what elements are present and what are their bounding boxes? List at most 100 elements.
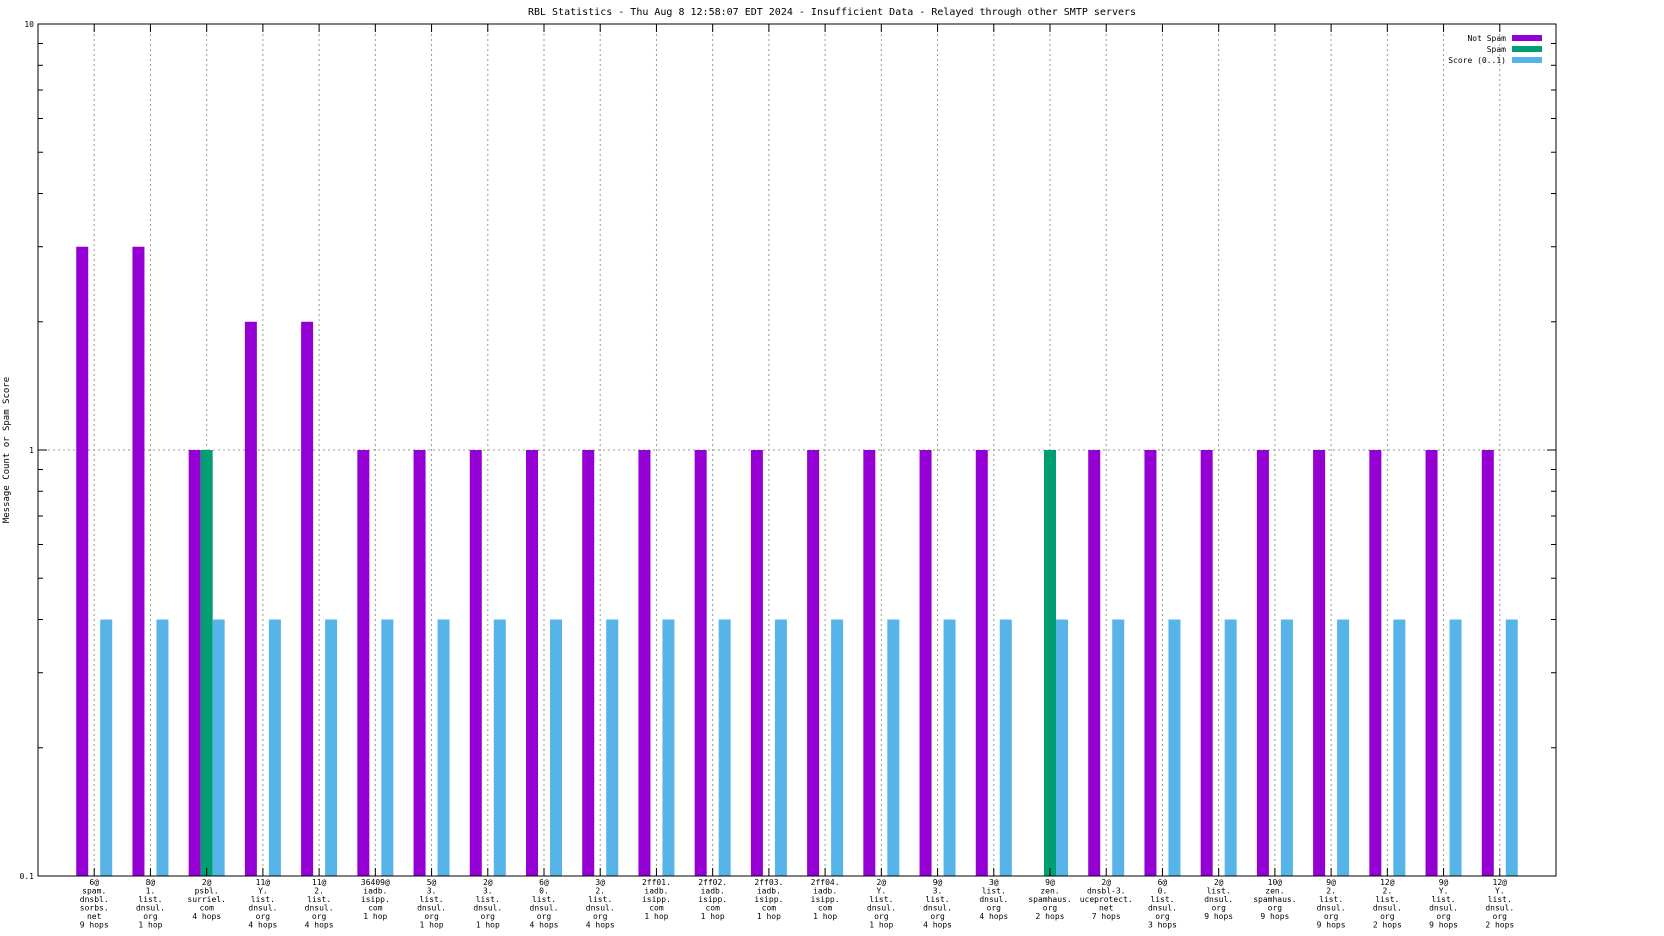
legend-label: Spam <box>1487 45 1506 54</box>
x-tick-label-line: org <box>1268 904 1283 913</box>
bar-not-spam <box>76 246 89 876</box>
x-tick-label-line: 3. <box>933 887 943 896</box>
x-tick-label-line: sorbs. <box>80 904 109 913</box>
x-tick-label-line: com <box>705 904 720 913</box>
x-tick-label-line: 6@ <box>539 878 549 887</box>
bar-not-spam <box>1481 450 1494 876</box>
bars-layer <box>76 246 1518 876</box>
x-tick-label-line: org <box>1155 912 1170 921</box>
x-tick-label-line: 12@ <box>1380 878 1395 887</box>
legend-label: Not Spam <box>1467 34 1506 43</box>
x-tick-label-line: list. <box>420 895 444 904</box>
x-tick-label-line: list. <box>982 887 1006 896</box>
x-tick-label: 3@ list. dnsul. org 4 hops <box>979 878 1008 921</box>
x-tick-label-line: spamhaus. <box>1028 895 1071 904</box>
x-tick-label-line: 2@ <box>202 878 212 887</box>
x-tick-label: 9@ Y. list. dnsul. org 9 hops <box>1429 878 1458 930</box>
bar-score-0-1 <box>606 619 619 876</box>
bar-score-0-1 <box>156 619 169 876</box>
x-tick-label-line: org <box>1493 912 1508 921</box>
x-tick-label-line: 4 hops <box>305 921 334 930</box>
x-tick-label-line: isipp. <box>642 895 671 904</box>
x-tick-label: 8@ 1. list. dnsul. org 1 hop <box>136 878 165 930</box>
x-tick-label-line: dnsul. <box>1429 904 1458 913</box>
bar-spam <box>1044 450 1056 876</box>
x-tick-label-line: 2 hops <box>1036 912 1065 921</box>
x-tick-label: 2ff02. iadb. isipp. com 1 hop <box>698 878 727 921</box>
x-tick-label: 6@ 0. list. dnsul. org 4 hops <box>530 878 559 930</box>
x-tick-label-line: 2ff02. <box>698 878 727 887</box>
x-tick-label: 2@ list. dnsul. org 9 hops <box>1204 878 1233 921</box>
x-tick-label-line: 9 hops <box>1204 912 1233 921</box>
x-tick-label: 36409@ iadb. isipp. com 1 hop <box>361 878 390 921</box>
bar-score-0-1 <box>100 619 113 876</box>
x-tick-label-line: dnsul. <box>136 904 165 913</box>
x-tick-label: 12@ 2. list. dnsul. org 2 hops <box>1373 878 1402 930</box>
x-tick-label-line: Y. <box>1495 887 1505 896</box>
x-tick-label-line: 11@ <box>256 878 271 887</box>
x-tick-label-line: 9@ <box>1326 878 1336 887</box>
x-tick-label-line: org <box>987 904 1002 913</box>
bar-score-0-1 <box>268 619 281 876</box>
x-tick-label-line: org <box>424 912 439 921</box>
bar-not-spam <box>1425 450 1438 876</box>
x-tick-label-line: dnsul. <box>867 904 896 913</box>
x-tick-label-line: dnsbl. <box>80 895 109 904</box>
x-tick-label: 6@ 0. list. dnsul. org 3 hops <box>1148 878 1177 930</box>
x-tick-label-line: list. <box>1207 887 1231 896</box>
x-tick-label-line: dnsul. <box>248 904 277 913</box>
bar-score-0-1 <box>999 619 1012 876</box>
x-tick-label-line: 1 hop <box>420 921 444 930</box>
bar-not-spam <box>469 450 482 876</box>
x-tick-label-line: 2. <box>314 887 324 896</box>
x-tick-label-line: dnsul. <box>473 904 502 913</box>
x-tick-label: 2@ Y. list. dnsul. org 1 hop <box>867 878 896 930</box>
x-tick-label-line: list. <box>1319 895 1343 904</box>
bar-score-0-1 <box>1056 619 1068 876</box>
x-tick-label-line: 1 hop <box>644 912 668 921</box>
x-tick-label-line: com <box>818 904 833 913</box>
bar-not-spam <box>807 450 820 876</box>
y-tick-label: 0.1 <box>20 872 35 881</box>
x-tick-label-line: dnsul. <box>417 904 446 913</box>
x-tick-label-line: list. <box>251 895 275 904</box>
x-tick-label-line: dnsul. <box>1204 895 1233 904</box>
bar-not-spam <box>1144 450 1157 876</box>
x-tick-label: 6@ spam. dnsbl. sorbs. net 9 hops <box>80 878 109 930</box>
x-tick-label-line: 4 hops <box>923 921 952 930</box>
x-tick-label-line: iadb. <box>363 887 387 896</box>
x-tick-label-line: org <box>256 912 271 921</box>
x-tick-label-line: 2ff03. <box>754 878 783 887</box>
bar-not-spam <box>413 450 426 876</box>
x-tick-label-line: isipp. <box>361 895 390 904</box>
bar-score-0-1 <box>1168 619 1181 876</box>
x-tick-label-line: org <box>593 912 608 921</box>
bar-score-0-1 <box>718 619 731 876</box>
bar-not-spam <box>1256 450 1269 876</box>
x-tick-label-line: 1 hop <box>869 921 893 930</box>
x-tick-label-line: dnsul. <box>1373 904 1402 913</box>
x-tick-label-line: spamhaus. <box>1253 895 1296 904</box>
x-tick-label-line: 2ff04. <box>811 878 840 887</box>
x-tick-label-line: 2@ <box>1214 878 1224 887</box>
x-tick-label-line: list. <box>1488 895 1512 904</box>
x-tick-label-line: 1 hop <box>138 921 162 930</box>
x-tick-label: 3@ 2. list. dnsul. org 4 hops <box>586 878 615 930</box>
x-tick-label-line: 0. <box>1158 887 1168 896</box>
bar-score-0-1 <box>1224 619 1237 876</box>
bar-not-spam <box>694 450 707 876</box>
x-tick-label-line: 9 hops <box>1429 921 1458 930</box>
bar-score-0-1 <box>943 619 956 876</box>
x-tick-label-line: dnsul. <box>923 904 952 913</box>
x-tick-label-line: 2 hops <box>1485 921 1514 930</box>
bar-score-0-1 <box>550 619 562 876</box>
x-tick-label-line: 1 hop <box>363 912 387 921</box>
x-tick-label-line: 2. <box>1383 887 1393 896</box>
x-tick-label-line: dnsul. <box>1148 904 1177 913</box>
x-tick-label-line: com <box>368 904 383 913</box>
x-tick-label-line: 9@ <box>933 878 943 887</box>
x-tick-label-line: 1 hop <box>476 921 500 930</box>
bar-not-spam <box>188 450 201 876</box>
